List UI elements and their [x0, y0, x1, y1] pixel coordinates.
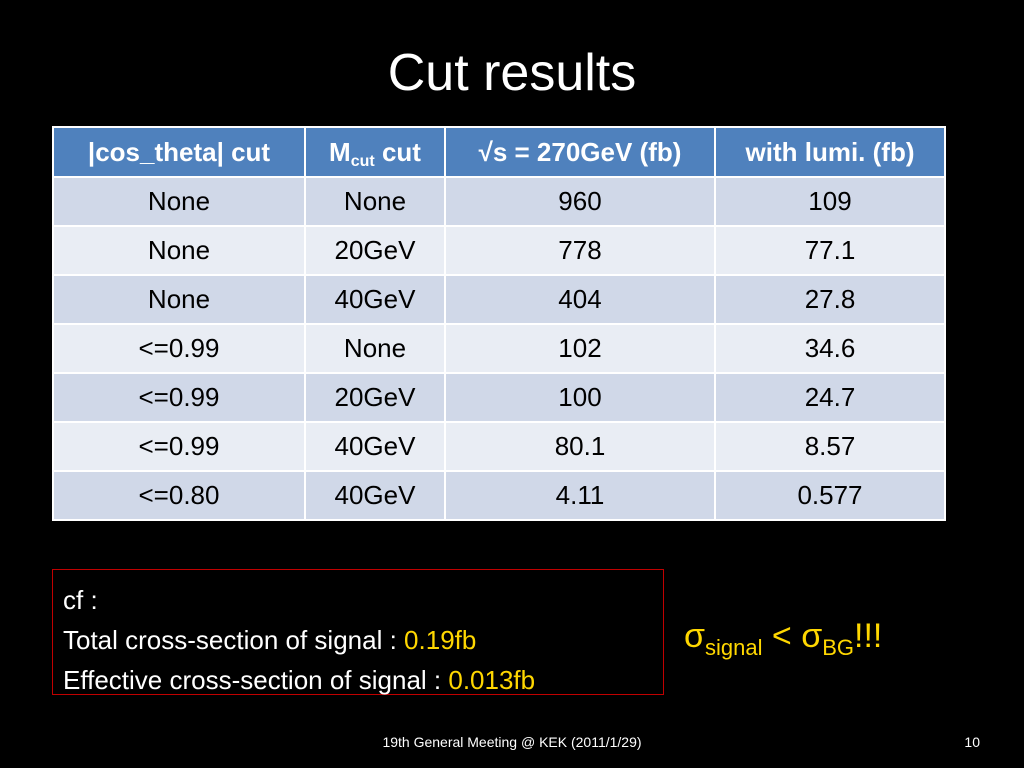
cell-lumi: 77.1 [714, 225, 946, 276]
total-cross-section-label: Total cross-section of signal : [63, 625, 405, 655]
header-mcut-suffix: cut [374, 136, 421, 167]
cell-sqrt-s: 960 [444, 176, 716, 227]
cell-mcut: None [304, 323, 446, 374]
cell-mcut: 40GeV [304, 274, 446, 325]
cell-mcut: 40GeV [304, 470, 446, 521]
cell-cos-cut: <=0.80 [52, 470, 306, 521]
cell-cos-cut: <=0.99 [52, 421, 306, 472]
cell-mcut: 20GeV [304, 372, 446, 423]
sigma-bg-symbol: σ [801, 617, 823, 655]
effective-cross-section-label: Effective cross-section of signal : [63, 665, 449, 695]
cell-cos-cut: None [52, 274, 306, 325]
exclamation-marks: !!! [854, 617, 883, 655]
cell-sqrt-s: 102 [444, 323, 716, 374]
cut-results-table: |cos_theta| cut Mcut cut √s = 270GeV (fb… [52, 126, 946, 521]
cell-sqrt-s: 778 [444, 225, 716, 276]
table-row: <=0.99 20GeV 100 24.7 [52, 372, 946, 423]
cf-note-box: cf : Total cross-section of signal : 0.1… [52, 569, 664, 695]
cell-cos-cut: <=0.99 [52, 372, 306, 423]
header-mcut-main: M [329, 136, 351, 167]
table-row: <=0.80 40GeV 4.11 0.577 [52, 470, 946, 521]
sigma-signal-symbol: σ [684, 617, 705, 655]
cell-lumi: 24.7 [714, 372, 946, 423]
header-cos-theta-cut: |cos_theta| cut [52, 126, 306, 178]
slide-footer: 19th General Meeting @ KEK (2011/1/29) [382, 734, 642, 750]
cell-sqrt-s: 100 [444, 372, 716, 423]
table-row: <=0.99 40GeV 80.1 8.57 [52, 421, 946, 472]
cell-mcut: 20GeV [304, 225, 446, 276]
table-row: None 40GeV 404 27.8 [52, 274, 946, 325]
cell-cos-cut: None [52, 225, 306, 276]
cf-label: cf : [63, 585, 98, 615]
table-header-row: |cos_theta| cut Mcut cut √s = 270GeV (fb… [52, 126, 946, 178]
less-than-sign: < [762, 617, 802, 655]
total-cross-section-line: Total cross-section of signal : 0.19fb [63, 620, 663, 660]
cell-mcut: None [304, 176, 446, 227]
cell-sqrt-s: 4.11 [444, 470, 716, 521]
sigma-bg-subscript: BG [822, 635, 854, 660]
cell-cos-cut: <=0.99 [52, 323, 306, 374]
header-mcut-sub: cut [350, 152, 375, 170]
effective-cross-section-value: 0.013fb [448, 665, 536, 695]
cell-cos-cut: None [52, 176, 306, 227]
table-row: None None 960 109 [52, 176, 946, 227]
cell-sqrt-s: 404 [444, 274, 716, 325]
slide-title: Cut results [387, 44, 637, 102]
total-cross-section-value: 0.19fb [404, 625, 477, 655]
header-mcut: Mcut cut [304, 126, 446, 178]
cell-mcut: 40GeV [304, 421, 446, 472]
sigma-signal-subscript: signal [704, 635, 763, 660]
table-row: <=0.99 None 102 34.6 [52, 323, 946, 374]
header-sqrt-s: √s = 270GeV (fb) [444, 126, 716, 178]
cell-lumi: 27.8 [714, 274, 946, 325]
cell-sqrt-s: 80.1 [444, 421, 716, 472]
cell-lumi: 8.57 [714, 421, 946, 472]
cell-lumi: 34.6 [714, 323, 946, 374]
page-number: 10 [964, 734, 980, 750]
effective-cross-section-line: Effective cross-section of signal : 0.01… [63, 660, 663, 700]
sigma-comparison-note: σsignal < σBG!!! [684, 612, 882, 660]
table-row: None 20GeV 778 77.1 [52, 225, 946, 276]
cell-lumi: 0.577 [714, 470, 946, 521]
header-with-lumi: with lumi. (fb) [714, 126, 946, 178]
cell-lumi: 109 [714, 176, 946, 227]
